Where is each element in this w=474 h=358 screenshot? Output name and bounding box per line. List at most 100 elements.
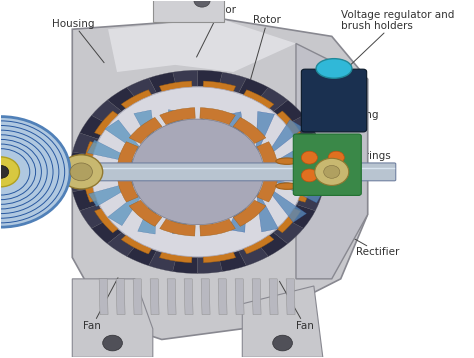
Wedge shape	[198, 70, 222, 88]
Polygon shape	[108, 184, 149, 226]
Ellipse shape	[276, 158, 298, 164]
Wedge shape	[198, 256, 222, 274]
Wedge shape	[83, 141, 99, 168]
Wedge shape	[160, 108, 195, 125]
Polygon shape	[242, 286, 323, 357]
Wedge shape	[242, 90, 274, 110]
Text: Voltage regulator and
brush holders: Voltage regulator and brush holders	[334, 10, 454, 81]
Wedge shape	[233, 117, 266, 144]
Polygon shape	[269, 179, 324, 203]
Circle shape	[301, 151, 318, 164]
Polygon shape	[228, 188, 247, 232]
Polygon shape	[72, 19, 367, 339]
Ellipse shape	[316, 59, 352, 78]
Polygon shape	[134, 110, 157, 156]
Wedge shape	[238, 243, 268, 266]
Polygon shape	[87, 140, 144, 165]
Text: Split rings: Split rings	[310, 151, 391, 169]
Polygon shape	[180, 179, 233, 205]
Polygon shape	[167, 279, 176, 315]
Wedge shape	[203, 250, 236, 263]
Polygon shape	[116, 279, 125, 315]
Polygon shape	[84, 166, 142, 180]
Polygon shape	[269, 138, 322, 165]
Wedge shape	[95, 111, 120, 136]
Polygon shape	[199, 184, 239, 224]
Wedge shape	[80, 115, 108, 139]
Wedge shape	[127, 78, 156, 101]
Wedge shape	[275, 208, 301, 233]
Text: Bearing: Bearing	[314, 110, 379, 135]
Polygon shape	[108, 19, 296, 72]
Wedge shape	[203, 81, 236, 93]
Polygon shape	[184, 279, 193, 315]
Polygon shape	[218, 279, 227, 315]
Polygon shape	[174, 184, 219, 224]
Wedge shape	[127, 243, 156, 266]
Wedge shape	[121, 90, 153, 110]
Wedge shape	[257, 232, 288, 256]
Wedge shape	[70, 172, 92, 192]
Polygon shape	[296, 43, 367, 279]
Text: Fan: Fan	[280, 281, 314, 331]
Polygon shape	[99, 279, 108, 315]
Wedge shape	[273, 100, 303, 124]
Wedge shape	[303, 152, 325, 172]
Polygon shape	[133, 279, 142, 315]
Circle shape	[273, 335, 292, 351]
Text: Housing: Housing	[52, 19, 104, 63]
Wedge shape	[95, 208, 120, 233]
Polygon shape	[224, 112, 247, 156]
Circle shape	[103, 335, 122, 351]
Wedge shape	[275, 111, 301, 136]
Text: Bearing: Bearing	[12, 151, 76, 171]
Polygon shape	[150, 279, 159, 315]
Wedge shape	[73, 133, 98, 155]
Wedge shape	[297, 133, 323, 155]
Wedge shape	[73, 189, 98, 211]
Wedge shape	[149, 72, 177, 93]
Wedge shape	[173, 70, 198, 88]
Wedge shape	[83, 176, 99, 202]
Wedge shape	[257, 174, 278, 202]
Wedge shape	[200, 108, 236, 125]
FancyBboxPatch shape	[293, 134, 361, 195]
Circle shape	[328, 169, 344, 182]
Wedge shape	[219, 251, 246, 272]
Circle shape	[301, 169, 318, 182]
Wedge shape	[91, 100, 122, 124]
Wedge shape	[296, 141, 311, 168]
Wedge shape	[233, 200, 266, 226]
Wedge shape	[257, 142, 278, 170]
FancyBboxPatch shape	[0, 163, 396, 181]
Circle shape	[91, 87, 304, 257]
Wedge shape	[296, 176, 311, 202]
Polygon shape	[252, 279, 261, 315]
Polygon shape	[255, 188, 278, 232]
Wedge shape	[159, 250, 192, 263]
Wedge shape	[303, 172, 325, 192]
Text: Rotor: Rotor	[245, 15, 282, 98]
Text: Rectifier: Rectifier	[330, 225, 400, 257]
Polygon shape	[272, 164, 327, 177]
Polygon shape	[264, 120, 304, 159]
Polygon shape	[269, 279, 278, 315]
Wedge shape	[149, 251, 177, 272]
Polygon shape	[179, 141, 233, 165]
Polygon shape	[180, 179, 237, 204]
Circle shape	[0, 157, 19, 187]
Wedge shape	[160, 219, 195, 236]
Circle shape	[60, 155, 103, 189]
Wedge shape	[121, 234, 153, 254]
Wedge shape	[242, 234, 274, 254]
Ellipse shape	[276, 183, 298, 189]
Polygon shape	[182, 163, 240, 177]
Polygon shape	[72, 279, 153, 357]
Circle shape	[131, 119, 264, 225]
Wedge shape	[238, 78, 268, 101]
Circle shape	[70, 163, 92, 181]
Circle shape	[0, 117, 70, 227]
Polygon shape	[264, 184, 307, 222]
Polygon shape	[166, 188, 190, 234]
Wedge shape	[117, 174, 138, 202]
